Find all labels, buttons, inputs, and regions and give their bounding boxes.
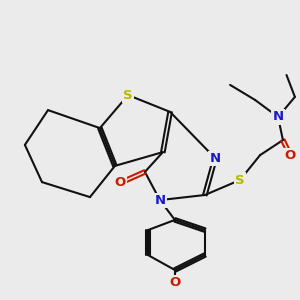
Text: N: N — [154, 194, 166, 207]
Text: O: O — [169, 276, 181, 290]
Text: O: O — [284, 148, 296, 162]
Text: N: N — [209, 152, 221, 165]
Text: S: S — [123, 88, 133, 102]
Text: O: O — [114, 176, 126, 190]
Text: N: N — [272, 110, 284, 124]
Text: S: S — [235, 173, 245, 187]
